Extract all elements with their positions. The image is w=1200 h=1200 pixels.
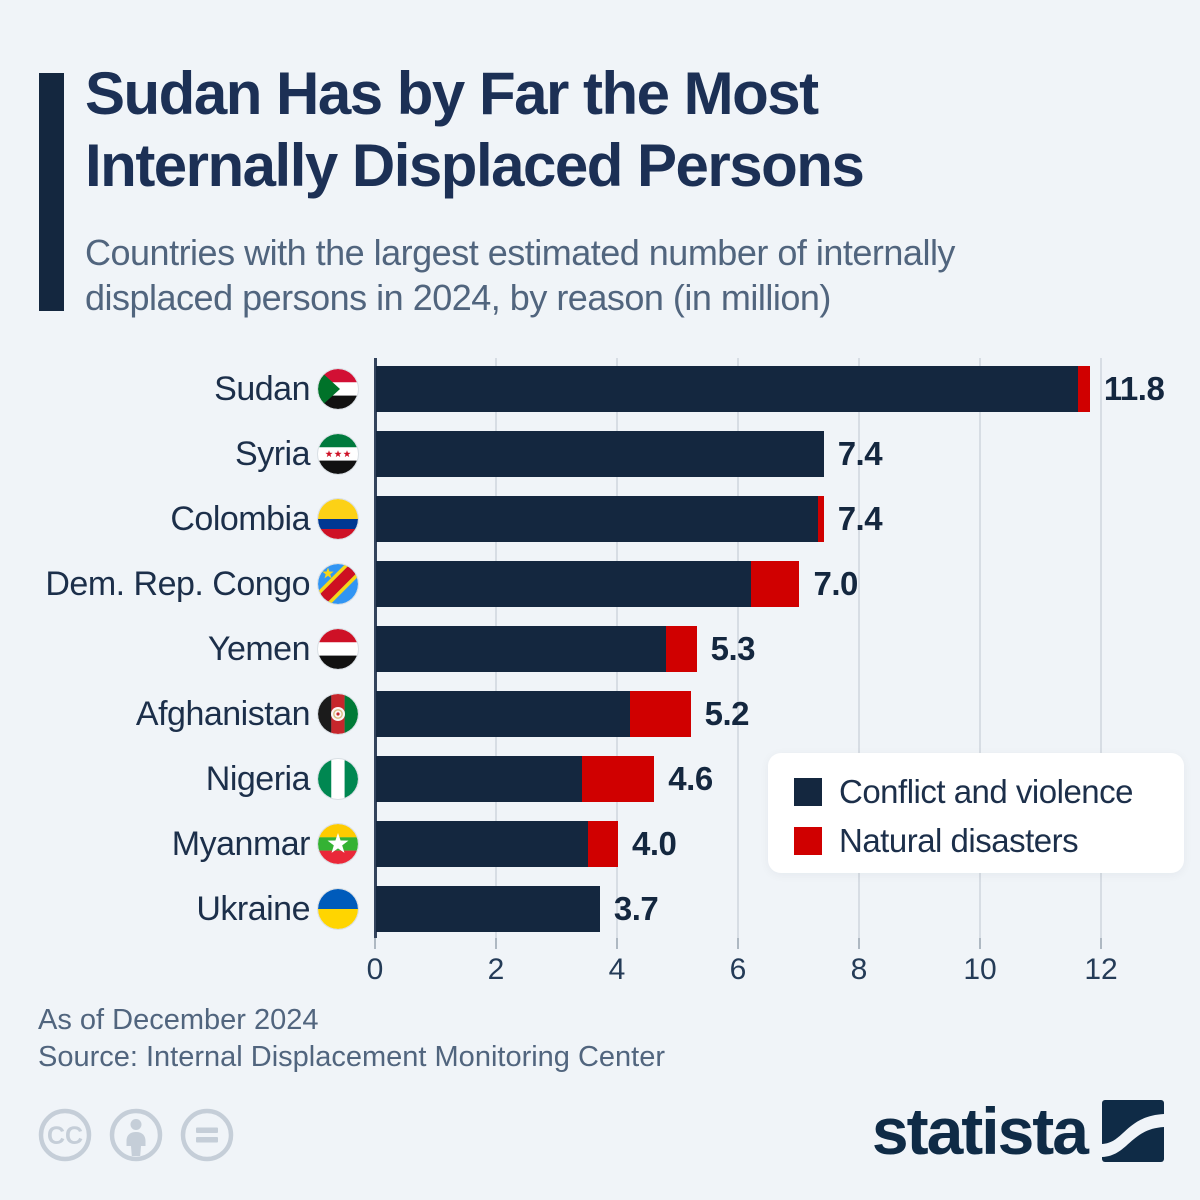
country-label: Myanmar [171, 825, 311, 863]
value-label: 7.4 [837, 500, 883, 537]
colombia-flag-icon [318, 499, 358, 539]
afghanistan-flag-icon [318, 694, 358, 734]
value-label: 11.8 [1103, 370, 1165, 407]
value-label: 5.2 [704, 695, 750, 732]
myanmar-flag-icon [318, 824, 358, 864]
legend: Conflict and violence Natural disasters [768, 753, 1184, 873]
page-subtitle: Countries with the largest estimated num… [85, 230, 1175, 320]
cc-icon: CC [38, 1108, 92, 1162]
bar-nigeria [376, 756, 655, 802]
axis-tick-8 [858, 938, 860, 949]
axis-tick-label: 2 [487, 953, 505, 986]
country-label: Nigeria [205, 760, 311, 798]
bar-colombia [376, 496, 824, 542]
segment-conflict-violence [376, 366, 1078, 412]
equals-nd-icon [180, 1108, 234, 1162]
country-label: Ukraine [196, 890, 310, 928]
axis-tick-4 [616, 938, 618, 949]
country-label: Colombia [170, 500, 310, 538]
title-line-1: Sudan Has by Far the Most [85, 60, 819, 127]
bar-dem-rep-congo [376, 561, 800, 607]
source-note: Source: Internal Displacement Monitoring… [38, 1041, 666, 1073]
segment-conflict-violence [376, 691, 631, 737]
axis-tick-label: 12 [1084, 953, 1118, 986]
value-label: 7.0 [813, 565, 859, 602]
category-labels: Sudan Syria Colombia Dem. Rep. Congo Yemen Af… [0, 358, 310, 938]
plot-area: 0 2 4 6 8 10 12 11.8 7.4 7.4 7.0 5.3 5.2 4.6 4.0 3.7 [367, 358, 1165, 986]
gridline-6 [737, 358, 739, 938]
axis-tick-label: 10 [963, 953, 997, 986]
axis-tick-6 [737, 938, 739, 949]
statista-branding: statista [871, 1094, 1164, 1168]
subtitle-line-1: Countries with the largest estimated num… [85, 232, 955, 273]
statista-logo-icon [1102, 1100, 1164, 1162]
country-label: Yemen [207, 630, 311, 668]
legend-item-conflict-and-violence: Conflict and violence [794, 771, 1184, 813]
gridline-8 [858, 358, 860, 938]
segment-conflict-violence [376, 431, 824, 477]
gridline-10 [979, 358, 981, 938]
as-of-note: As of December 2024 [38, 1004, 319, 1036]
legend-label: Conflict and violence [839, 773, 1134, 810]
bar-syria [376, 431, 824, 477]
segment-natural-disasters [587, 821, 618, 867]
legend-swatch [794, 778, 822, 806]
axis-tick-0 [374, 938, 376, 949]
value-label: 7.4 [837, 435, 883, 472]
title-line-2: Internally Displaced Persons [85, 132, 865, 199]
country-label: Afghanistan [135, 695, 311, 733]
ukraine-flag-icon [318, 889, 358, 929]
country-label: Sudan [214, 370, 310, 408]
axis-tick-10 [979, 938, 981, 949]
nigeria-flag-icon [318, 759, 358, 799]
segment-conflict-violence [376, 821, 588, 867]
legend-item-natural-disasters: Natural disasters [794, 820, 1184, 862]
axis-tick-12 [1100, 938, 1102, 949]
drc-flag-icon [318, 564, 358, 604]
yemen-flag-icon [318, 629, 358, 669]
segment-conflict-violence [376, 626, 667, 672]
y-axis-line [374, 358, 377, 938]
bar-sudan [376, 366, 1090, 412]
bar-afghanistan [376, 691, 691, 737]
license-icons: CC [38, 1108, 234, 1162]
segment-conflict-violence [376, 496, 818, 542]
value-label: 4.6 [668, 760, 713, 797]
value-label: 5.3 [710, 630, 756, 667]
segment-conflict-violence [376, 886, 600, 932]
statista-wordmark: statista [871, 1094, 1089, 1168]
segment-natural-disasters [817, 496, 824, 542]
bar-chart: Sudan Syria Colombia Dem. Rep. Congo Yemen Af… [0, 358, 1200, 1010]
title-accent-bar [39, 73, 64, 311]
country-label: Dem. Rep. Congo [45, 565, 310, 603]
country-label: Syria [235, 435, 310, 473]
axis-tick-label: 4 [608, 953, 626, 986]
bar-myanmar [376, 821, 618, 867]
segment-natural-disasters [581, 756, 655, 802]
attribution-person-icon [109, 1108, 163, 1162]
axis-tick-label: 8 [850, 953, 868, 986]
value-label: 4.0 [632, 825, 677, 862]
svg-text:CC: CC [47, 1122, 83, 1150]
page-title: Sudan Has by Far the Most Internally Dis… [85, 58, 1175, 202]
segment-natural-disasters [751, 561, 800, 607]
segment-natural-disasters [630, 691, 691, 737]
bar-ukraine [376, 886, 600, 932]
segment-natural-disasters [1077, 366, 1090, 412]
segment-conflict-violence [376, 756, 582, 802]
gridline-12 [1100, 358, 1102, 938]
subtitle-line-2: displaced persons in 2024, by reason (in… [85, 277, 831, 318]
axis-tick-label: 0 [366, 953, 384, 986]
sudan-flag-icon [318, 369, 358, 409]
value-label: 3.7 [613, 890, 659, 927]
legend-swatch [794, 827, 822, 855]
bar-yemen [376, 626, 697, 672]
axis-tick-2 [495, 938, 497, 949]
axis-tick-label: 6 [729, 953, 747, 986]
segment-natural-disasters [666, 626, 697, 672]
segment-conflict-violence [376, 561, 752, 607]
legend-label: Natural disasters [839, 822, 1079, 859]
syria-flag-icon [318, 434, 358, 474]
